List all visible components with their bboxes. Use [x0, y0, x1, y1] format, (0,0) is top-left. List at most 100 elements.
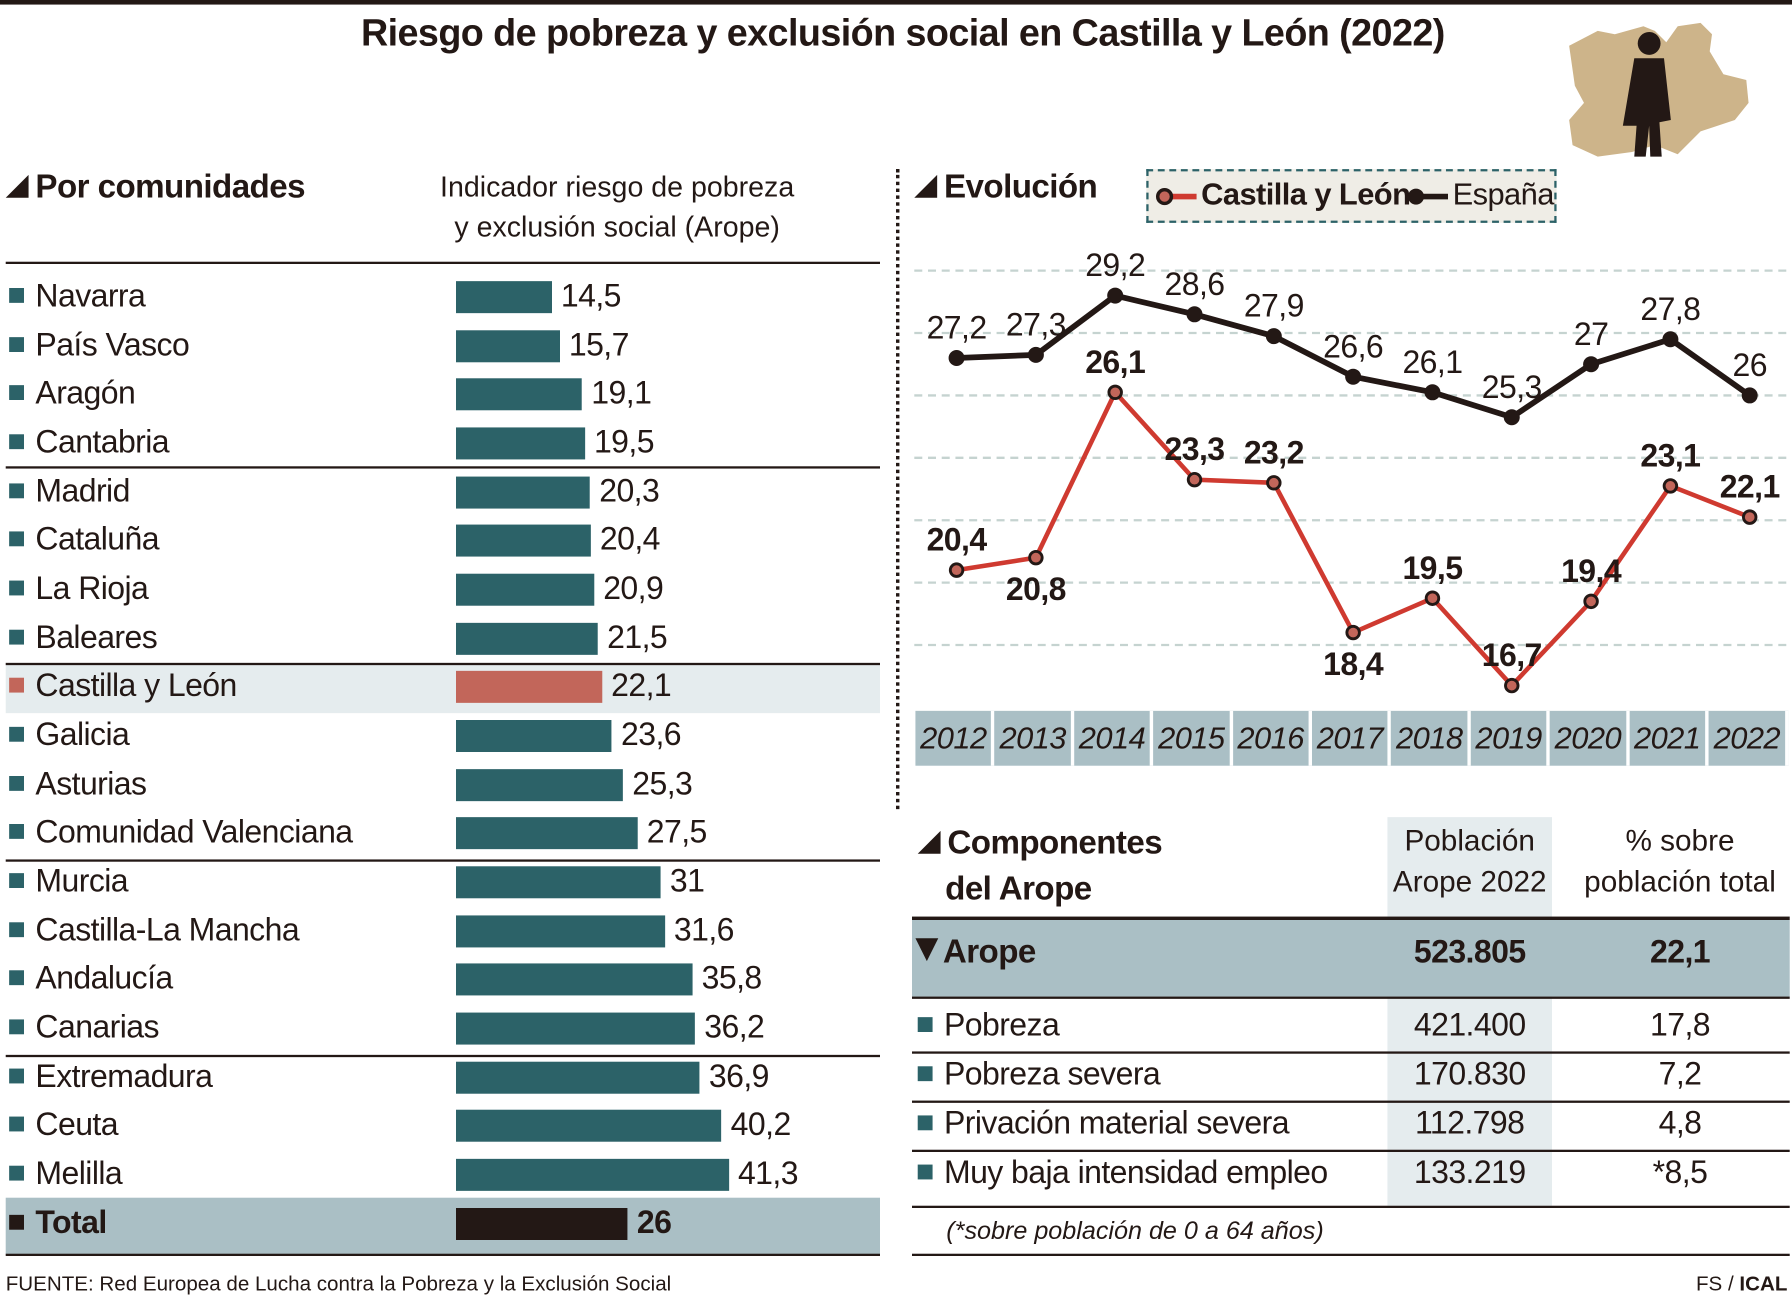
spain-value-label: 27,3: [1006, 306, 1066, 342]
component-percent: 7,2: [1658, 1055, 1702, 1092]
region-label: Castilla y León: [9, 668, 237, 705]
divider: [911, 1100, 1790, 1103]
triangle-down-icon: [915, 938, 939, 962]
component-name: Privación material severa: [943, 1105, 1290, 1141]
credit: FS / ICAL: [1696, 1272, 1787, 1296]
bar-value-label: 20,4: [599, 521, 661, 557]
footnote: (*sobre población de 0 a 64 años): [946, 1215, 1324, 1245]
arope-label-text: Arope: [942, 933, 1036, 971]
region-name: Ceuta: [35, 1106, 118, 1143]
bullet-square-icon: [9, 1165, 24, 1181]
spain-value-label: 26: [1732, 347, 1766, 383]
bar: [455, 573, 595, 606]
legend-spain-label: España: [1452, 177, 1555, 212]
region-label: La Rioja: [9, 570, 149, 607]
spain-point: [1345, 368, 1362, 385]
component-population: 170.830: [1413, 1055, 1526, 1092]
bar-value-label: 19,5: [593, 423, 655, 460]
bar: [455, 671, 602, 704]
divider: [911, 1051, 1790, 1054]
component-percent: *8,5: [1652, 1154, 1708, 1190]
bar: [455, 866, 661, 899]
bullet-square-icon: [9, 775, 24, 791]
bar-value-label: 35,8: [701, 960, 763, 996]
region-name: Navarra: [35, 277, 146, 314]
section-title-text: Por comunidades: [35, 169, 305, 206]
cyl-value-label: 18,4: [1323, 646, 1384, 682]
bullet-square-icon: [9, 531, 24, 547]
bar: [455, 1110, 722, 1143]
spain-value-label: 29,2: [1085, 247, 1145, 283]
region-label: País Vasco: [9, 326, 190, 363]
bar-value-label: 31: [669, 862, 705, 899]
divider: [911, 996, 1790, 999]
spain-value-label: 28,6: [1165, 266, 1225, 302]
region-name: Murcia: [35, 862, 129, 899]
region-name: País Vasco: [35, 326, 190, 362]
region-label: Melilla: [9, 1155, 123, 1192]
component-population: 112.798: [1415, 1105, 1525, 1141]
region-label: Castilla-La Mancha: [9, 911, 300, 949]
region-name: Castilla y León: [35, 667, 237, 704]
bar: [455, 281, 552, 314]
component-label: Privación material severa: [917, 1105, 1290, 1142]
legend-cyl-label: Castilla y León: [1201, 177, 1411, 212]
column-separator: [895, 169, 900, 810]
region-name: La Rioja: [35, 570, 149, 606]
total-row-bg: [5, 1197, 880, 1255]
year-label: 2021: [1629, 710, 1709, 766]
credit-brand: ICAL: [1739, 1271, 1788, 1295]
arope-percent: 22,1: [1649, 933, 1711, 970]
component-label: Pobreza severa: [917, 1056, 1161, 1093]
region-label: Baleares: [9, 619, 158, 656]
bullet-square-icon: [9, 970, 24, 986]
component-label: Muy baja intensidad empleo: [917, 1154, 1328, 1191]
bullet-square-icon: [9, 385, 24, 401]
region-name: Cataluña: [35, 521, 159, 557]
region-name: Asturias: [35, 765, 147, 801]
bar: [455, 1158, 729, 1191]
bullet-square-icon: [9, 629, 24, 645]
header-line-1: % sobre: [1625, 822, 1735, 858]
page-title: Riesgo de pobreza y exclusión social en …: [360, 11, 1445, 54]
bar-value-label: 31,6: [673, 911, 735, 948]
castilla-leon-map-child-icon: [1569, 22, 1749, 157]
region-name: Aragón: [35, 375, 136, 411]
component-name: Muy baja intensidad empleo: [943, 1154, 1328, 1190]
divider: [911, 1205, 1790, 1208]
bar: [455, 1061, 700, 1094]
cyl-point: [1504, 677, 1520, 694]
spain-value-label: 26,1: [1402, 344, 1462, 380]
region-name: Castilla-La Mancha: [35, 911, 300, 948]
component-percent: 4,8: [1658, 1105, 1702, 1141]
bar: [455, 1207, 628, 1240]
top-rule: [0, 0, 1792, 5]
bar: [455, 768, 624, 801]
bar: [455, 720, 612, 753]
bar-value-label: 41,3: [737, 1155, 799, 1191]
section-title-line-1: Componentes: [947, 825, 1163, 862]
divider: [5, 1253, 880, 1256]
bullet-square-icon: [9, 922, 24, 937]
header-line-2: población total: [1584, 863, 1776, 899]
bar-value-label: 14,5: [560, 277, 622, 314]
bar: [455, 1012, 696, 1045]
spain-value-label: 27,2: [927, 310, 987, 346]
region-label: Navarra: [9, 277, 146, 315]
component-name: Pobreza: [943, 1006, 1060, 1043]
section-title-text: Evolución: [943, 169, 1098, 206]
header-line-1: Población: [1404, 822, 1535, 858]
divider: [911, 1149, 1790, 1152]
region-label: Asturias: [9, 765, 147, 802]
triangle-icon: [914, 174, 938, 198]
cyl-value-label: 23,3: [1165, 431, 1225, 467]
region-label: Canarias: [9, 1009, 160, 1046]
cyl-point: [1107, 384, 1123, 401]
divider: [5, 1054, 880, 1058]
bullet-square-icon: [9, 483, 24, 499]
bar: [455, 378, 583, 411]
cyl-value-label: 23,2: [1244, 434, 1304, 470]
year-label: 2018: [1391, 710, 1471, 766]
spain-point: [1583, 356, 1600, 373]
